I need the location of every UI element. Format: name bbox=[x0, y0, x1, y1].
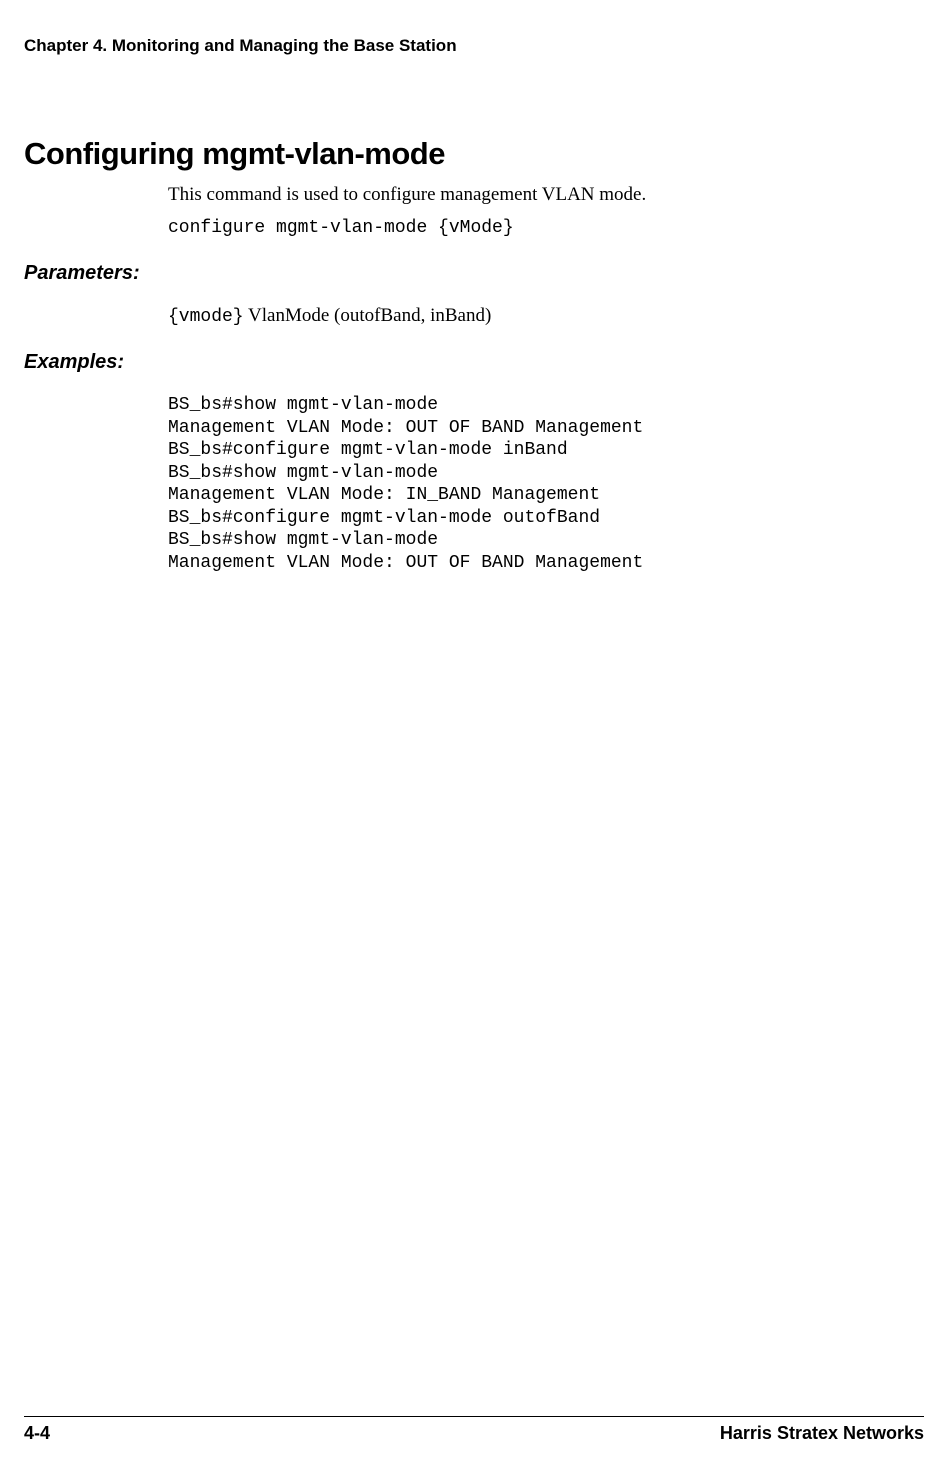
page-container: Chapter 4. Monitoring and Managing the B… bbox=[0, 0, 938, 1484]
parameters-heading: Parameters: bbox=[24, 262, 924, 285]
chapter-header: Chapter 4. Monitoring and Managing the B… bbox=[24, 36, 924, 56]
example-block: BS_bs#show mgmt-vlan-mode Management VLA… bbox=[168, 394, 924, 574]
page-number: 4-4 bbox=[24, 1423, 50, 1444]
page-footer: 4-4 Harris Stratex Networks bbox=[24, 1416, 924, 1444]
command-syntax: configure mgmt-vlan-mode {vMode} bbox=[168, 218, 924, 238]
section-intro: This command is used to configure manage… bbox=[168, 184, 924, 206]
parameter-description: VlanMode (outofBand, inBand) bbox=[244, 305, 492, 326]
company-name: Harris Stratex Networks bbox=[720, 1423, 924, 1444]
section-title: Configuring mgmt-vlan-mode bbox=[24, 136, 924, 172]
parameter-line: {vmode} VlanMode (outofBand, inBand) bbox=[168, 305, 924, 327]
parameter-code: {vmode} bbox=[168, 307, 244, 327]
examples-heading: Examples: bbox=[24, 351, 924, 374]
